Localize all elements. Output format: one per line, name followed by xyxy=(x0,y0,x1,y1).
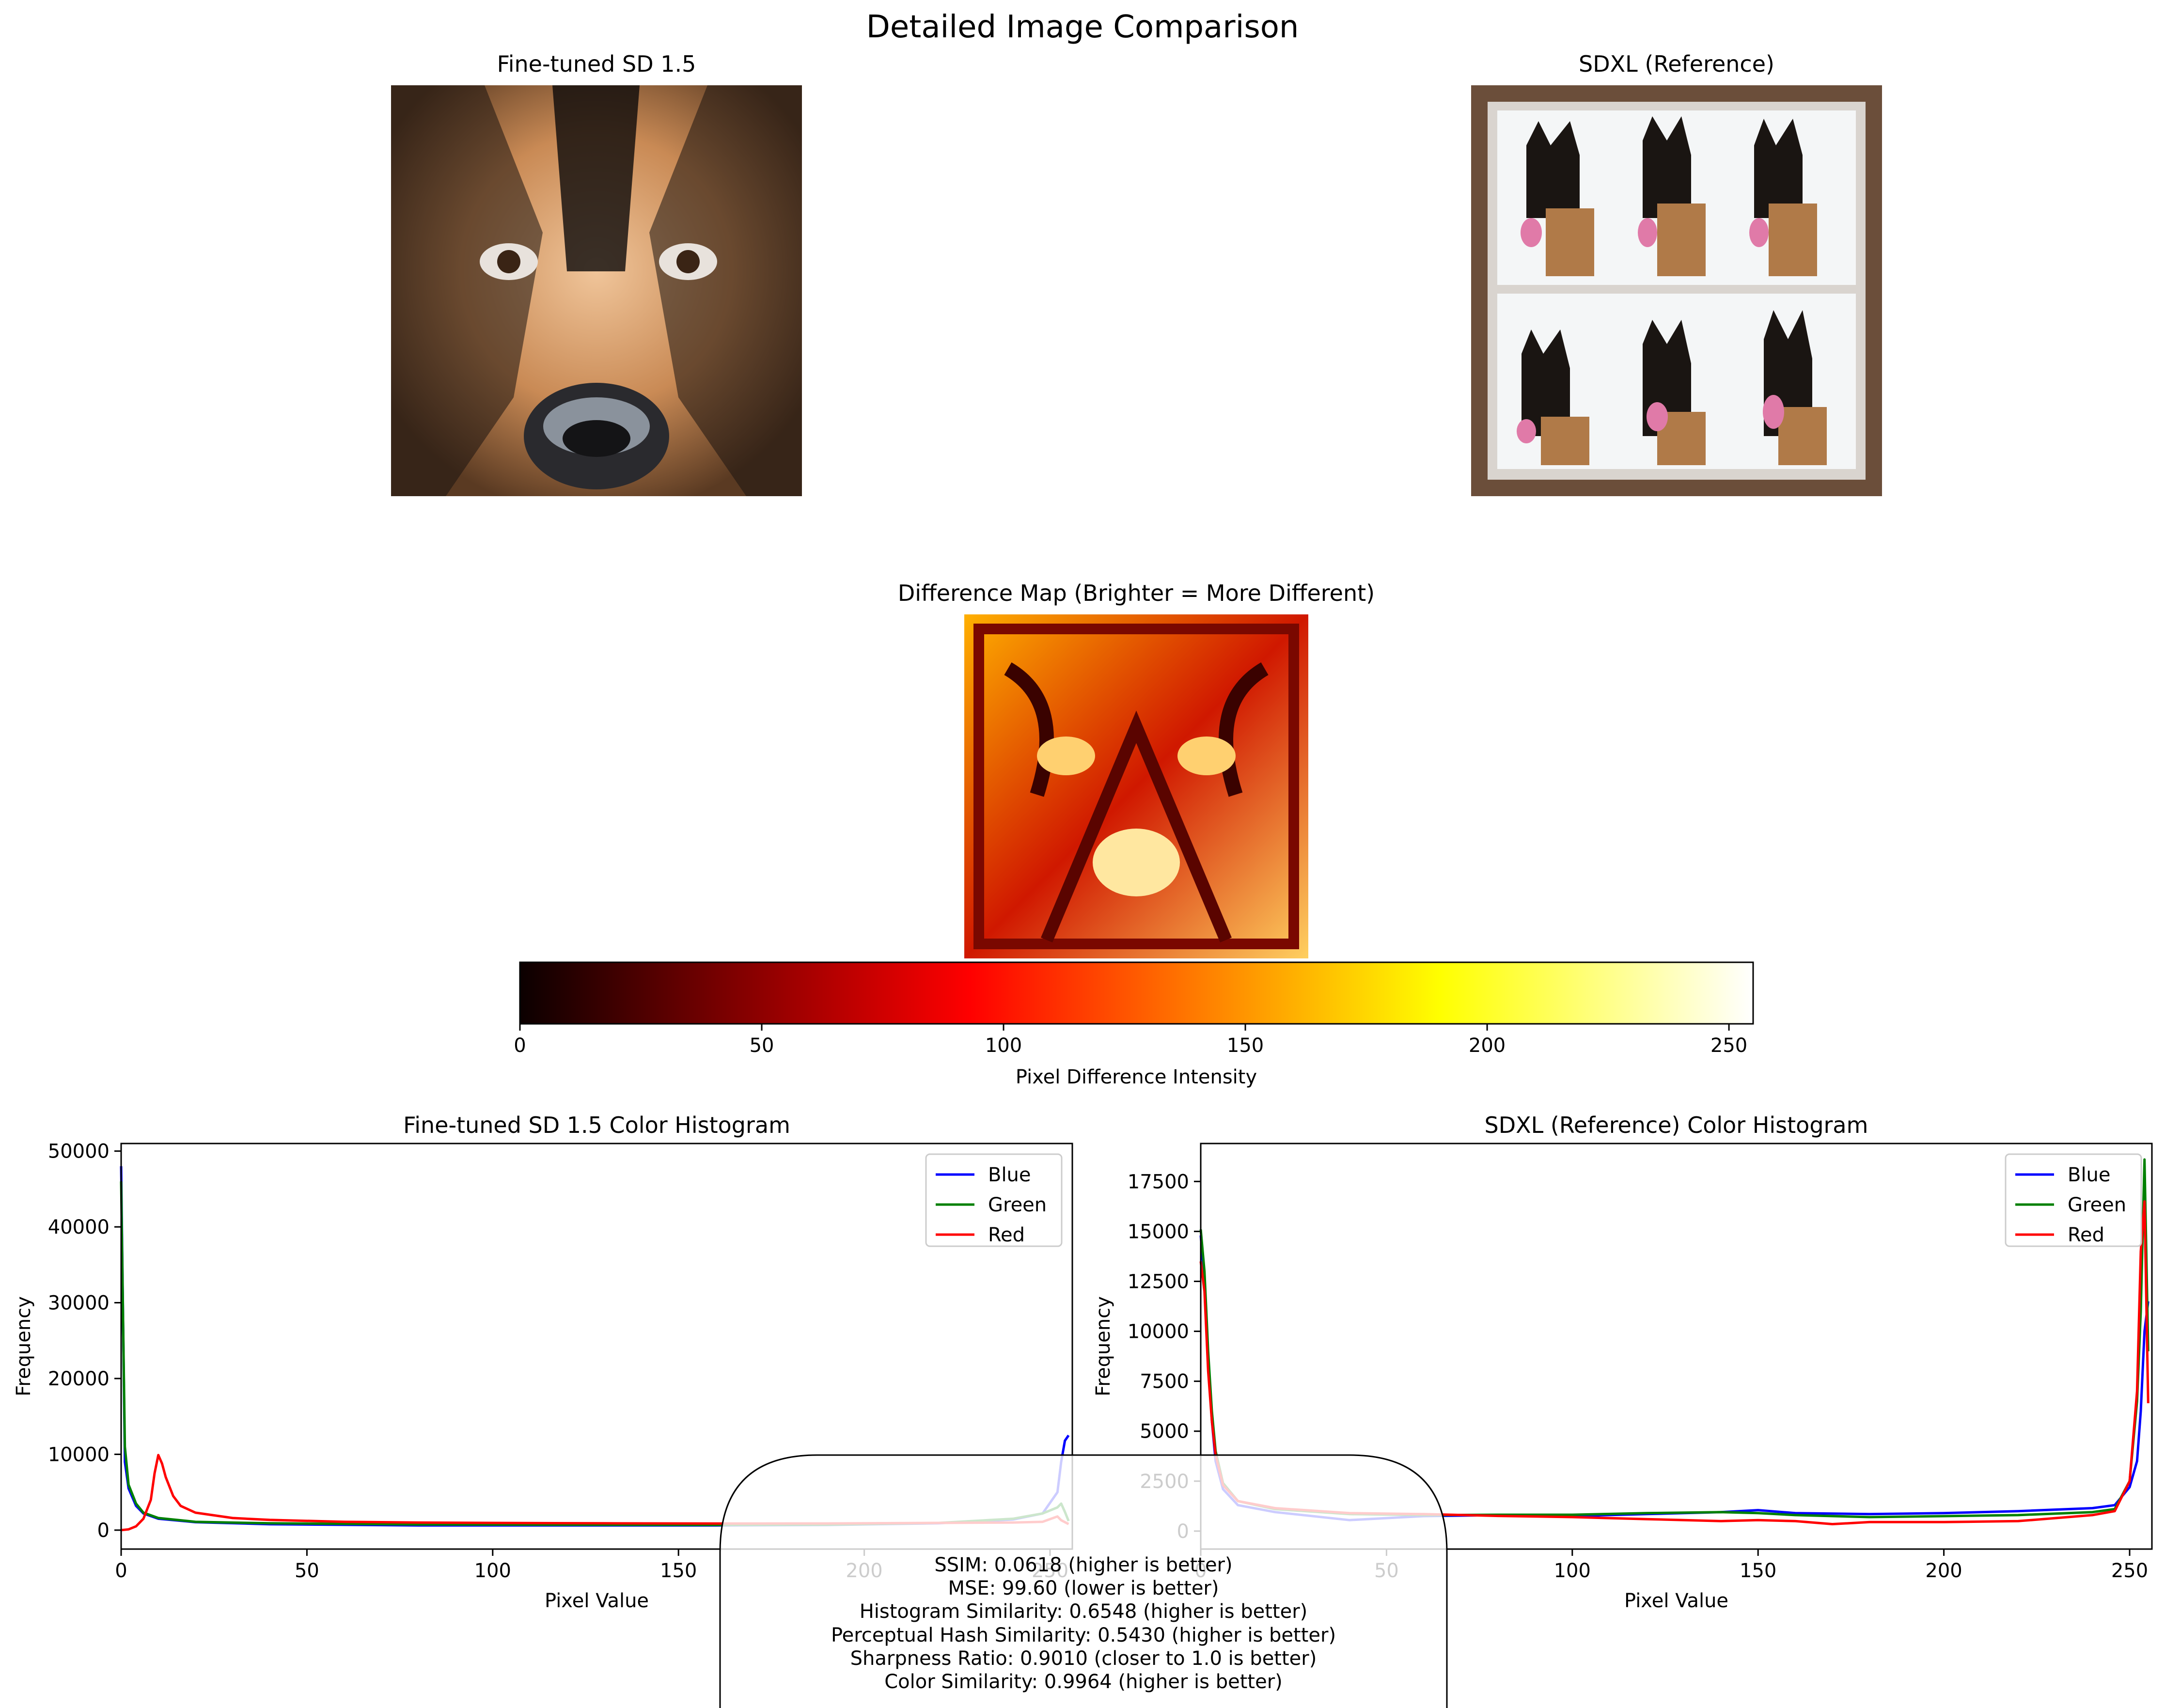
x-tick-label: 250 xyxy=(2111,1560,2148,1582)
colorbar-tick-label: 250 xyxy=(1710,1034,1747,1057)
metric-ssim: SSIM: 0.0618 (higher is better) xyxy=(934,1554,1232,1576)
difference-map-image xyxy=(964,614,1308,958)
legend-label-green: Green xyxy=(988,1194,1047,1216)
x-tick-label: 100 xyxy=(1554,1560,1591,1582)
histogram-title: Fine-tuned SD 1.5 Color Histogram xyxy=(403,1112,790,1138)
colorbar-label: Pixel Difference Intensity xyxy=(1016,1066,1257,1088)
y-tick-label: 10000 xyxy=(1128,1321,1189,1343)
colorbar-tick-label: 50 xyxy=(750,1034,774,1057)
colorbar-gradient xyxy=(519,961,1754,1025)
plot-frame xyxy=(1200,1143,2153,1550)
colorbar: 0 50 100 150 200 250 Pixel Difference Intensi… xyxy=(514,961,1754,1088)
x-axis-label: Pixel Value xyxy=(1624,1590,1728,1612)
legend: Blue Green Red xyxy=(2005,1153,2142,1247)
y-tick-label: 0 xyxy=(97,1520,110,1542)
y-tick-label: 40000 xyxy=(48,1216,110,1238)
colorbar-tick-label: 150 xyxy=(1227,1034,1264,1057)
sdxl-reference-image xyxy=(1471,85,1882,496)
metrics-box: SSIM: 0.0618 (higher is better) MSE: 99.… xyxy=(719,1454,1448,1708)
y-axis-label: Frequency xyxy=(1092,1296,1114,1396)
metric-sharpness-ratio: Sharpness Ratio: 0.9010 (closer to 1.0 i… xyxy=(850,1647,1317,1670)
colorbar-ticks: 0 50 100 150 200 250 xyxy=(514,1024,1747,1057)
legend-label-blue: Blue xyxy=(2068,1164,2111,1186)
y-tick-label: 5000 xyxy=(1140,1421,1189,1443)
colorbar-tick-label: 200 xyxy=(1469,1034,1506,1057)
right-image-title: SDXL (Reference) xyxy=(1579,51,1774,77)
x-tick-label: 200 xyxy=(1925,1560,1962,1582)
x-tick-label: 0 xyxy=(115,1560,127,1582)
metric-color-similarity: Color Similarity: 0.9964 (higher is bett… xyxy=(884,1671,1283,1693)
y-tick-label: 20000 xyxy=(48,1368,110,1390)
metric-mse: MSE: 99.60 (lower is better) xyxy=(948,1577,1219,1599)
y-tick-label: 30000 xyxy=(48,1292,110,1315)
histogram-title: SDXL (Reference) Color Histogram xyxy=(1485,1112,1868,1138)
colorbar-tick-label: 0 xyxy=(514,1034,526,1057)
x-tick-label: 150 xyxy=(660,1560,697,1582)
y-tick-label: 10000 xyxy=(48,1443,110,1466)
difference-map-title: Difference Map (Brighter = More Differen… xyxy=(898,580,1375,606)
colorbar-tick-label: 100 xyxy=(985,1034,1022,1057)
x-tick-label: 50 xyxy=(295,1560,319,1582)
y-axis-label: Frequency xyxy=(13,1296,35,1396)
figure-title: Detailed Image Comparison xyxy=(866,9,1299,45)
legend-box xyxy=(2005,1153,2142,1247)
metric-histogram-similarity: Histogram Similarity: 0.6548 (higher is … xyxy=(860,1600,1308,1623)
legend: Blue Green Red xyxy=(925,1153,1063,1247)
legend-label-red: Red xyxy=(2068,1224,2104,1246)
plot-frame xyxy=(120,1143,1073,1550)
x-tick-label: 150 xyxy=(1740,1560,1776,1582)
legend-label-green: Green xyxy=(2068,1194,2126,1216)
y-tick-label: 50000 xyxy=(48,1141,110,1163)
x-axis-label: Pixel Value xyxy=(545,1590,649,1612)
x-tick-label: 100 xyxy=(474,1560,511,1582)
metric-phash-similarity: Perceptual Hash Similarity: 0.5430 (high… xyxy=(831,1624,1336,1646)
left-image-title: Fine-tuned SD 1.5 xyxy=(497,51,696,77)
y-tick-label: 17500 xyxy=(1128,1171,1189,1193)
legend-label-red: Red xyxy=(988,1224,1025,1246)
y-tick-label: 15000 xyxy=(1128,1221,1189,1243)
finetuned-sd15-image xyxy=(391,85,802,496)
legend-label-blue: Blue xyxy=(988,1164,1031,1186)
y-tick-label: 12500 xyxy=(1128,1270,1189,1293)
y-tick-label: 7500 xyxy=(1140,1371,1189,1393)
legend-box xyxy=(925,1153,1063,1247)
